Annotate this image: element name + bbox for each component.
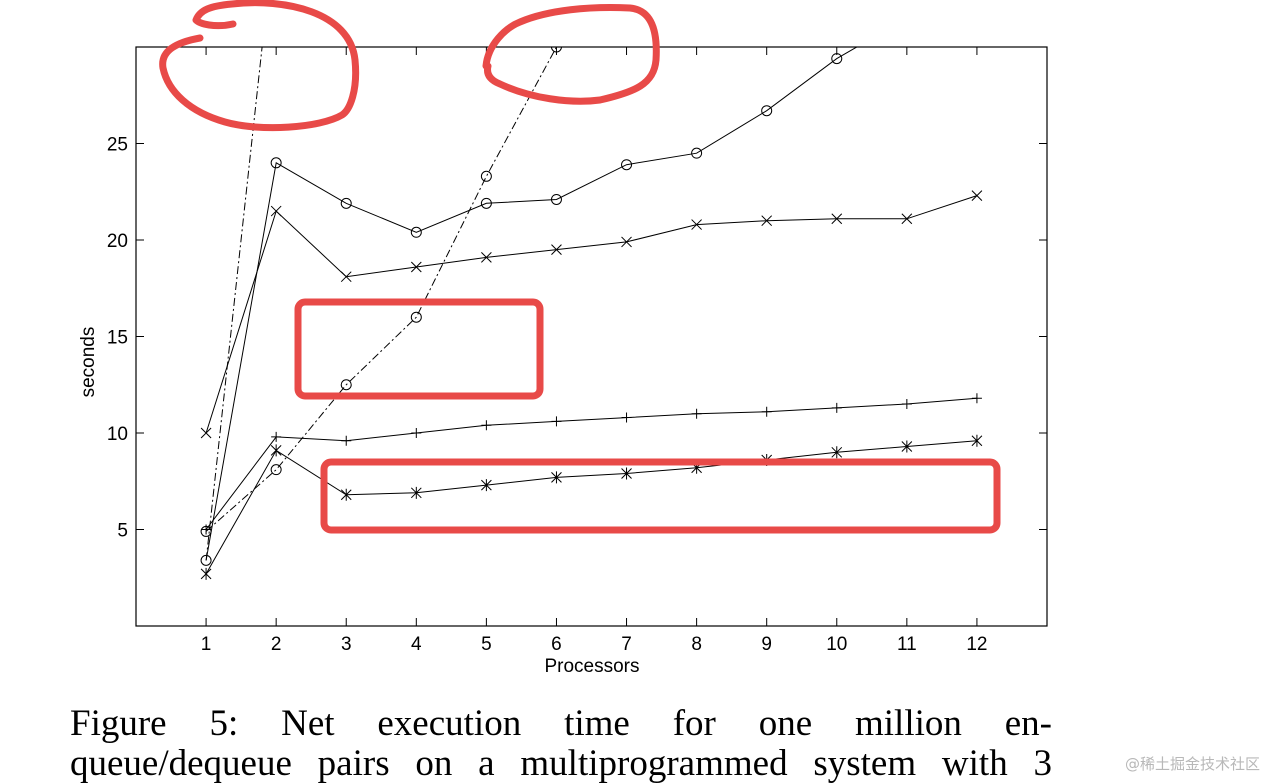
series-1: [200, 13, 912, 566]
series-4-point-3: [340, 488, 352, 501]
series-5-point-1: [200, 525, 212, 537]
series-1-point-8: [691, 147, 703, 159]
series-5-point-6: [550, 47, 562, 53]
series-5-point-4: [410, 311, 422, 323]
x-axis-label: Processors: [544, 656, 639, 677]
series-2-point-2: [270, 205, 282, 217]
series-5-point-2: [270, 464, 282, 476]
series-3: [201, 393, 982, 535]
y-tick-label-5: 5: [117, 521, 128, 542]
series-2-line: [205, 195, 978, 434]
y-tick-label-20: 20: [107, 231, 128, 252]
x-tick-label-9: 9: [761, 634, 772, 655]
series-5-line: [205, 47, 557, 532]
series-2-point-1: [200, 427, 212, 439]
series-2-point-9: [761, 215, 773, 227]
series-3-point-2: [271, 431, 282, 442]
x-tick-label-1: 1: [201, 634, 212, 655]
y-tick-label-15: 15: [107, 328, 128, 349]
series-2-point-5: [481, 252, 492, 263]
series-6-line: [205, 47, 263, 561]
series-3-point-10: [831, 402, 842, 413]
annotation-box-upper: [294, 298, 544, 400]
series-4-line: [205, 440, 977, 575]
series-3-point-7: [621, 412, 632, 423]
series-4: [200, 434, 983, 580]
series-3-point-4: [411, 428, 422, 438]
caption-line-1: Figure 5: Net execution time for one mil…: [70, 703, 1052, 744]
series-1-point-1: [200, 554, 212, 566]
series-5: [200, 47, 562, 537]
x-tick-label-7: 7: [621, 634, 632, 655]
series-1-point-2: [270, 157, 282, 169]
x-tick-label-2: 2: [271, 634, 282, 655]
x-tick-label-4: 4: [411, 634, 422, 655]
y-axis-label: seconds: [78, 327, 99, 398]
series-4-point-6: [551, 471, 562, 484]
x-tick-label-11: 11: [897, 634, 917, 655]
series-4-point-2: [270, 444, 282, 457]
y-tick-label-25: 25: [107, 135, 128, 156]
series-4-point-5: [481, 479, 492, 492]
series-2: [200, 190, 983, 439]
annotation-box-lower: [320, 458, 1001, 534]
series-2-point-11: [901, 213, 913, 225]
series-2-point-3: [340, 271, 352, 283]
series-2-point-4: [410, 261, 422, 273]
x-tick-label-3: 3: [341, 634, 352, 655]
series-4-point-7: [621, 467, 632, 480]
y-tick-label-10: 10: [107, 424, 128, 445]
series-3-point-3: [341, 435, 352, 446]
series-3-point-12: [971, 393, 982, 404]
series-3-point-5: [481, 420, 492, 431]
series-2-point-10: [831, 213, 843, 225]
series-3-line: [205, 397, 977, 530]
series-4-point-4: [410, 486, 422, 499]
figure-caption: Figure 5: Net execution time for one mil…: [70, 704, 1052, 784]
x-tick-label-8: 8: [691, 634, 702, 655]
series-5-point-5: [480, 170, 492, 182]
watermark: @稀土掘金技术社区: [1124, 755, 1260, 773]
series-1-line: [205, 47, 858, 561]
series-4-point-10: [831, 446, 843, 459]
series-6: [205, 47, 263, 561]
series-1-point-5: [480, 197, 492, 209]
series-2-point-8: [691, 219, 702, 230]
caption-line-2: queue/dequeue pairs on a multiprogrammed…: [70, 743, 1052, 784]
hand-drawn-annotations: [159, 0, 1001, 534]
series-2-point-7: [621, 236, 632, 248]
plot-frame: [135, 46, 1048, 627]
series-1-point-4: [410, 226, 422, 238]
series-1-point-9: [761, 105, 773, 117]
series-1-point-10: [831, 53, 843, 65]
x-tick-label-10: 10: [826, 634, 847, 655]
x-tick-label-5: 5: [481, 634, 492, 655]
x-tick-label-12: 12: [966, 634, 987, 655]
series-4-point-12: [971, 434, 983, 447]
series-3-point-6: [551, 416, 562, 427]
series-2-point-12: [971, 190, 983, 201]
series-5-point-3: [340, 379, 352, 391]
series-3-point-9: [761, 406, 772, 417]
series-2-point-6: [551, 244, 562, 256]
series-1-point-6: [550, 193, 562, 205]
annotation-circle-left: [159, 0, 360, 132]
series-1-point-11: [902, 13, 912, 23]
annotation-circle-right: [482, 4, 660, 105]
series-1-point-3: [340, 197, 352, 209]
series-3-point-11: [901, 399, 912, 410]
series-3-point-8: [691, 408, 702, 419]
series-1-point-7: [621, 159, 633, 171]
series-4-point-11: [901, 440, 913, 453]
series-4-point-1: [200, 567, 212, 580]
x-tick-label-6: 6: [551, 634, 562, 655]
